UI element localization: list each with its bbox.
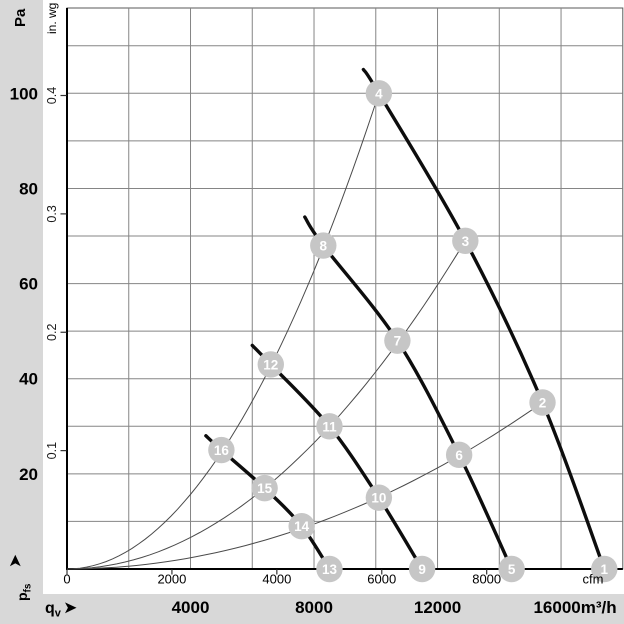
badge-operating-point-11: 11: [316, 413, 343, 440]
badge-circle: [251, 474, 278, 502]
plot-area: [66, 7, 624, 570]
badge-operating-point-15: 15: [251, 474, 278, 502]
badge-number: 2: [539, 396, 547, 411]
badge-circle: [208, 436, 235, 464]
axis-frame: [66, 8, 623, 570]
badge-operating-point-2: 2: [529, 389, 556, 416]
badge-circle: [365, 80, 393, 107]
x-axis-unit-cfm: cfm: [583, 572, 604, 587]
badge-number: 6: [455, 448, 463, 463]
m3h-tick-label: 4000: [172, 598, 210, 617]
gridlines: [67, 8, 623, 569]
tick-labels: 100 80 60 40 20 0.4 0.3 0.2 0.1 0 2000 4000 6000 8000…: [10, 84, 617, 617]
inwg-tick-label: 0.4: [45, 87, 59, 104]
pfs-symbol-main: p: [14, 592, 30, 601]
badge-circle: [498, 555, 525, 583]
y-axis-symbol-pfs: pfs: [14, 583, 34, 601]
m3h-tick-label: 16000m³/h: [533, 598, 616, 617]
badge-circle: [591, 555, 618, 583]
qv-symbol-main: q: [45, 600, 55, 617]
inwg-tick-label: 0.1: [45, 442, 59, 459]
badge-operating-point-14: 14: [288, 512, 315, 540]
badge-number: 9: [418, 562, 426, 577]
badge-circle: [408, 555, 436, 583]
badge-number: 12: [263, 357, 278, 372]
tick-marks: [60, 94, 488, 575]
bottom-axis-strip: [0, 594, 624, 624]
cfm-tick-label: 2000: [157, 572, 186, 587]
badge-circle: [452, 227, 479, 254]
badge-circle: [384, 327, 411, 354]
badge-operating-point-1: 1: [591, 555, 618, 583]
pa-tick-label: 40: [19, 370, 38, 389]
badge-operating-point-10: 10: [365, 484, 393, 511]
badge-number: 10: [371, 491, 386, 506]
badge-number: 3: [462, 234, 470, 249]
pa-tick-label: 20: [19, 465, 38, 484]
badge-operating-point-5: 5: [498, 555, 525, 583]
badge-operating-point-9: 9: [408, 555, 436, 583]
badge-number: 16: [214, 443, 230, 458]
badge-circle: [365, 484, 393, 511]
badge-circle: [316, 413, 343, 440]
badge-number: 5: [508, 562, 516, 577]
badge-operating-point-3: 3: [452, 227, 479, 254]
badge-number: 4: [375, 86, 383, 101]
pfs-arrow-icon: ➤: [7, 554, 24, 567]
badge-number: 1: [601, 562, 609, 577]
badge-operating-point-13: 13: [316, 555, 343, 583]
badge-circle: [310, 232, 337, 259]
pa-tick-label: 60: [19, 275, 38, 294]
badge-circle: [257, 351, 284, 378]
inwg-tick-label: 0.2: [45, 324, 59, 341]
badge-operating-point-6: 6: [445, 441, 473, 469]
badge-number: 8: [320, 239, 328, 254]
qv-symbol-sub: v: [55, 608, 62, 620]
m3h-tick-label: 12000: [414, 598, 461, 617]
badge-operating-point-12: 12: [257, 351, 284, 378]
badge-operating-point-4: 4: [365, 80, 393, 107]
badge-circle: [529, 389, 556, 416]
badge-number: 7: [394, 334, 402, 349]
m3h-tick-label: 8000: [295, 598, 333, 617]
badge-circle: [445, 441, 473, 469]
left-axis-strip: [0, 0, 43, 624]
badge-number: 14: [294, 519, 310, 534]
y-axis-unit-pa: Pa: [12, 8, 29, 27]
badge-number: 15: [257, 481, 273, 496]
badge-operating-point-16: 16: [208, 436, 235, 464]
badge-operating-point-8: 8: [310, 232, 337, 259]
x-axis-symbol-qv: qv: [45, 600, 62, 620]
badge-number: 11: [322, 419, 337, 434]
inwg-tick-label: 0.3: [45, 205, 59, 222]
pa-tick-label: 80: [19, 179, 38, 198]
pa-tick-label: 100: [10, 84, 38, 103]
pfs-symbol-sub: fs: [23, 583, 34, 592]
cfm-tick-label: 6000: [367, 572, 396, 587]
badge-number: 13: [322, 562, 338, 577]
cfm-tick-label: 8000: [472, 572, 501, 587]
cfm-tick-label: 0: [63, 572, 70, 587]
y-axis-unit-inwg: in. wg: [45, 3, 59, 34]
qv-arrow-icon: ➤: [64, 600, 77, 617]
badge-operating-point-7: 7: [384, 327, 411, 354]
badge-circle: [316, 555, 343, 583]
badge-circle: [288, 512, 315, 540]
axis-captions: Pa in. wg cfm qv ➤ pfs ➤: [7, 3, 603, 620]
cfm-tick-label: 4000: [262, 572, 291, 587]
